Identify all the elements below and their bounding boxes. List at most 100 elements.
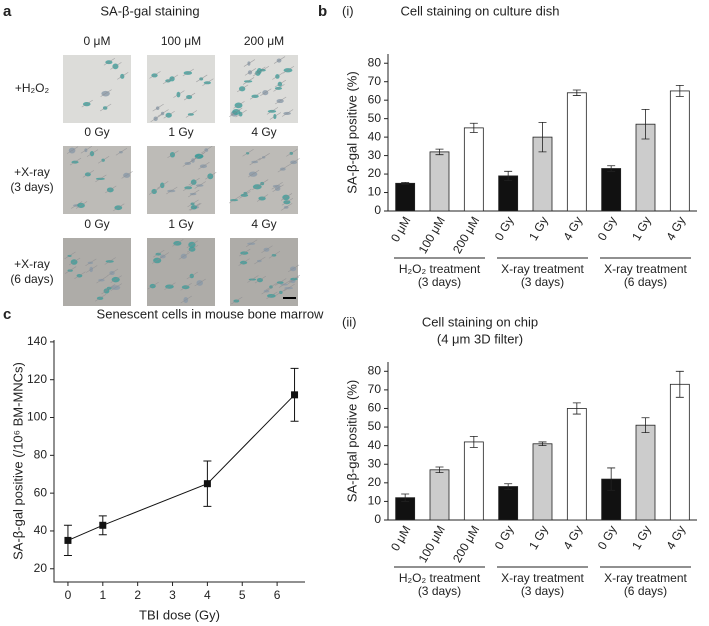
x-tick-label: 4 Gy xyxy=(560,214,585,243)
x-tick-label: 1 xyxy=(99,588,106,602)
micrograph xyxy=(230,238,301,306)
cell-process xyxy=(64,251,76,260)
cell-process xyxy=(172,239,184,247)
bar xyxy=(463,127,484,212)
cell-process xyxy=(188,177,200,186)
cell-process xyxy=(100,89,112,97)
chart-subtitle: (4 μm 3D filter) xyxy=(437,331,523,346)
row-sublabel: (3 days) xyxy=(10,180,53,194)
cell-process xyxy=(115,147,128,156)
line xyxy=(67,394,295,541)
y-tick-label: 30 xyxy=(368,148,382,162)
y-tick-label: 120 xyxy=(27,372,47,386)
cell-process xyxy=(194,152,206,160)
y-tick-label: 80 xyxy=(368,55,382,69)
error-bar xyxy=(504,483,513,490)
cell-process xyxy=(280,193,293,201)
cell-process xyxy=(231,296,243,305)
group-sublabel: (3 days) xyxy=(521,275,564,289)
cell-process xyxy=(242,77,255,85)
column-label: 1 Gy xyxy=(168,125,193,139)
chart-title: Cell staining on culture dish xyxy=(401,3,560,18)
error-bar xyxy=(607,467,616,491)
group-sublabel: (3 days) xyxy=(521,584,564,598)
cell-process xyxy=(147,281,159,290)
micrograph xyxy=(229,55,298,123)
cell-process xyxy=(74,271,86,280)
bar xyxy=(429,469,450,521)
cell-process xyxy=(281,197,294,206)
x-tick-label: 4 Gy xyxy=(663,523,688,552)
cell-process xyxy=(183,183,195,192)
cell-process xyxy=(287,264,300,273)
cell-process xyxy=(275,288,288,296)
cell-process xyxy=(286,149,298,157)
row-label: +H₂O₂ xyxy=(15,81,50,95)
bar xyxy=(498,486,519,521)
error-bar xyxy=(572,402,581,415)
column-label: 100 μM xyxy=(161,34,201,48)
x-tick-label: 1 Gy xyxy=(629,523,654,552)
cell-process xyxy=(96,275,108,284)
bar xyxy=(463,441,484,521)
row-label: +X-ray xyxy=(14,165,50,179)
group-label: X-ray treatment xyxy=(604,262,687,276)
error-bar xyxy=(469,435,478,448)
y-tick-label: 80 xyxy=(34,448,48,462)
cell-process xyxy=(271,181,283,190)
y-tick-label: 50 xyxy=(368,111,382,125)
y-tick-label: 20 xyxy=(34,561,48,575)
x-tick-label: 4 Gy xyxy=(560,523,585,552)
x-tick-label: 0 μM xyxy=(388,214,414,244)
cell-process xyxy=(256,194,269,202)
y-tick-label: 80 xyxy=(368,363,382,377)
error-bar xyxy=(401,181,410,185)
y-tick-label: 60 xyxy=(368,92,382,106)
axes xyxy=(387,362,697,521)
cell-process xyxy=(186,244,199,253)
cell-process xyxy=(186,271,198,280)
cell-process xyxy=(68,257,81,266)
cell-process xyxy=(164,282,176,290)
y-tick-label: 0 xyxy=(374,512,381,526)
cell-process xyxy=(288,274,301,283)
cell-process xyxy=(272,72,284,80)
cell-process xyxy=(113,203,125,211)
cell-process xyxy=(205,172,217,180)
cell-process xyxy=(163,110,175,119)
x-tick-label: 100 μM xyxy=(416,523,448,565)
column-label: 200 μM xyxy=(244,34,284,48)
panel-label: b xyxy=(318,3,327,20)
error-bar xyxy=(675,370,684,398)
group-label: H₂O₂ treatment xyxy=(399,571,481,585)
micrograph-bg xyxy=(147,55,215,123)
cell-process xyxy=(194,181,206,189)
cell-process xyxy=(249,157,261,166)
x-tick-label: 1 Gy xyxy=(526,523,551,552)
cell-process xyxy=(275,96,287,105)
x-tick-label: 0 Gy xyxy=(595,214,620,243)
cell-process xyxy=(272,184,284,193)
error-bar xyxy=(675,85,684,97)
y-tick-label: 10 xyxy=(368,494,382,508)
cell-process xyxy=(110,62,122,70)
cell-process xyxy=(182,68,195,77)
x-tick-label: 5 xyxy=(239,588,246,602)
micrograph-bg xyxy=(147,146,215,214)
cell-process xyxy=(104,284,116,292)
cell-process xyxy=(236,84,249,93)
group-sublabel: (6 days) xyxy=(624,584,667,598)
y-tick-label: 140 xyxy=(27,334,47,348)
bar xyxy=(669,383,690,521)
column-label: 4 Gy xyxy=(251,125,276,139)
error-bar xyxy=(607,165,616,172)
cell-process xyxy=(260,88,272,96)
bar xyxy=(601,168,622,212)
marker xyxy=(203,480,211,488)
cell-process xyxy=(82,170,95,178)
cell-process xyxy=(66,146,79,154)
row-label: +X-ray xyxy=(14,257,50,271)
panel-title: SA-β-gal staining xyxy=(100,3,199,18)
cell-process xyxy=(157,181,169,189)
column-label: 0 μM xyxy=(84,34,111,48)
